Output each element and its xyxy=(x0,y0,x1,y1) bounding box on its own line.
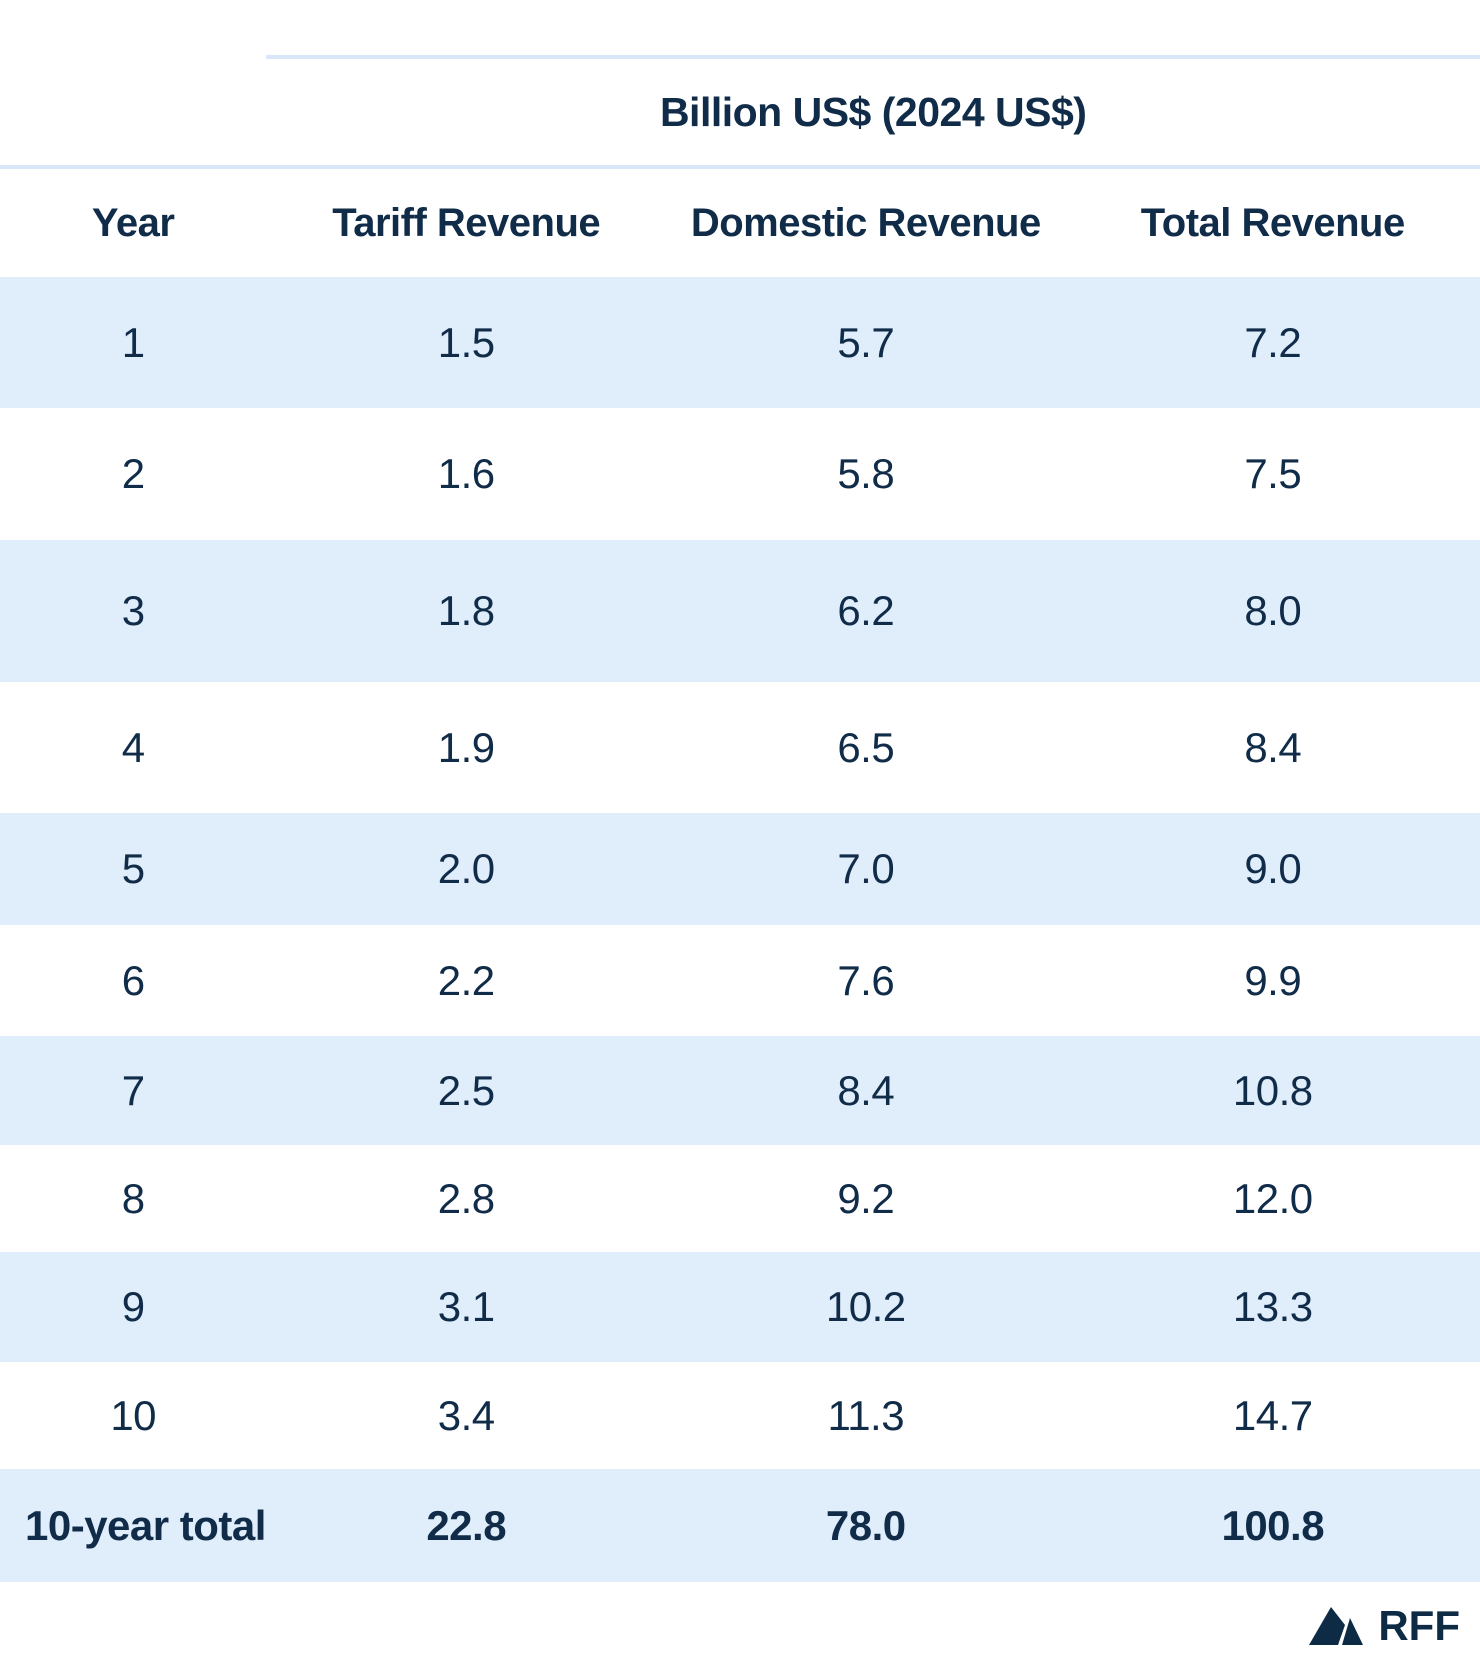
domestic-cell: 5.8 xyxy=(837,450,895,497)
domestic-cell: 10.2 xyxy=(825,1283,906,1330)
total-cell: 14.7 xyxy=(1232,1391,1313,1439)
total-cell: 8.4 xyxy=(1244,723,1302,771)
total-cell: 12.0 xyxy=(1232,1174,1313,1222)
column-header-year: Year xyxy=(91,200,175,245)
year-cell: 6 xyxy=(121,956,145,1004)
table-row: 8 2.8 9.2 12.0 xyxy=(0,1145,1480,1252)
domestic-cell: 8.4 xyxy=(837,1066,895,1114)
unit-header-row: Billion US$ (2024 US$) xyxy=(0,55,1480,165)
year-cell: 9 xyxy=(121,1283,145,1330)
total-cell: 7.5 xyxy=(1244,450,1302,497)
year-cell: 2 xyxy=(121,450,145,497)
table-row: 5 2.0 7.0 9.0 xyxy=(0,813,1480,925)
column-header-domestic-revenue: Domestic Revenue xyxy=(690,200,1041,245)
domestic-cell: 7.6 xyxy=(837,956,895,1004)
domestic-cell: 9.2 xyxy=(837,1174,895,1222)
header-divider-line xyxy=(0,165,1480,169)
year-cell: 3 xyxy=(121,587,145,634)
total-cell: 10.8 xyxy=(1232,1066,1313,1114)
tariff-cell: 3.1 xyxy=(437,1283,495,1330)
tariff-cell: 1.9 xyxy=(437,723,495,771)
domestic-cell: 5.7 xyxy=(837,318,895,366)
total-domestic-cell: 78.0 xyxy=(825,1501,906,1549)
tariff-cell: 2.5 xyxy=(437,1066,495,1114)
year-cell: 7 xyxy=(121,1066,145,1114)
table-row: 9 3.1 10.2 13.3 xyxy=(0,1252,1480,1362)
year-cell: 5 xyxy=(121,845,145,892)
total-cell: 13.3 xyxy=(1232,1283,1313,1330)
domestic-cell: 6.5 xyxy=(837,723,895,771)
table-row: 7 2.5 8.4 10.8 xyxy=(0,1036,1480,1145)
total-row: 10-year total 22.8 78.0 100.8 xyxy=(0,1469,1480,1582)
total-cell: 9.0 xyxy=(1244,845,1302,892)
total-cell: 8.0 xyxy=(1244,587,1302,634)
tariff-cell: 2.2 xyxy=(437,956,495,1004)
total-row-label: 10-year total xyxy=(25,1501,266,1549)
domestic-cell: 6.2 xyxy=(837,587,895,634)
tariff-cell: 3.4 xyxy=(437,1391,495,1439)
table-row: 10 3.4 11.3 14.7 xyxy=(0,1362,1480,1469)
table-row: 4 1.9 6.5 8.4 xyxy=(0,682,1480,813)
total-cell: 9.9 xyxy=(1244,956,1302,1004)
tariff-cell: 1.5 xyxy=(437,318,495,366)
table-row: 2 1.6 5.8 7.5 xyxy=(0,408,1480,540)
unit-header: Billion US$ (2024 US$) xyxy=(266,55,1480,165)
year-cell: 4 xyxy=(121,723,145,771)
top-whitespace xyxy=(0,0,1480,55)
total-total-cell: 100.8 xyxy=(1221,1501,1325,1549)
year-cell: 10 xyxy=(110,1391,157,1439)
total-cell: 7.2 xyxy=(1244,318,1302,366)
tariff-cell: 2.0 xyxy=(437,845,495,892)
domestic-cell: 11.3 xyxy=(827,1391,905,1439)
table-row: 6 2.2 7.6 9.9 xyxy=(0,925,1480,1036)
column-header-row: Year Tariff Revenue Domestic Revenue Tot… xyxy=(0,169,1480,277)
domestic-cell: 7.0 xyxy=(837,845,895,892)
tariff-cell: 2.8 xyxy=(437,1174,495,1222)
rff-mountain-peaks-icon xyxy=(1309,1606,1364,1645)
table-row: 1 1.5 5.7 7.2 xyxy=(0,277,1480,408)
tariff-cell: 1.6 xyxy=(437,450,495,497)
tariff-cell: 1.8 xyxy=(437,587,495,634)
year-cell: 8 xyxy=(121,1174,145,1222)
year-cell: 1 xyxy=(121,318,145,366)
rff-logo-text: RFF xyxy=(1378,1601,1460,1649)
footer: RFF xyxy=(0,1582,1480,1669)
total-tariff-cell: 22.8 xyxy=(426,1501,507,1549)
column-header-tariff-revenue: Tariff Revenue xyxy=(332,200,601,245)
unit-header-spacer xyxy=(0,55,266,165)
column-header-total-revenue: Total Revenue xyxy=(1140,200,1405,245)
table-row: 3 1.8 6.2 8.0 xyxy=(0,540,1480,682)
